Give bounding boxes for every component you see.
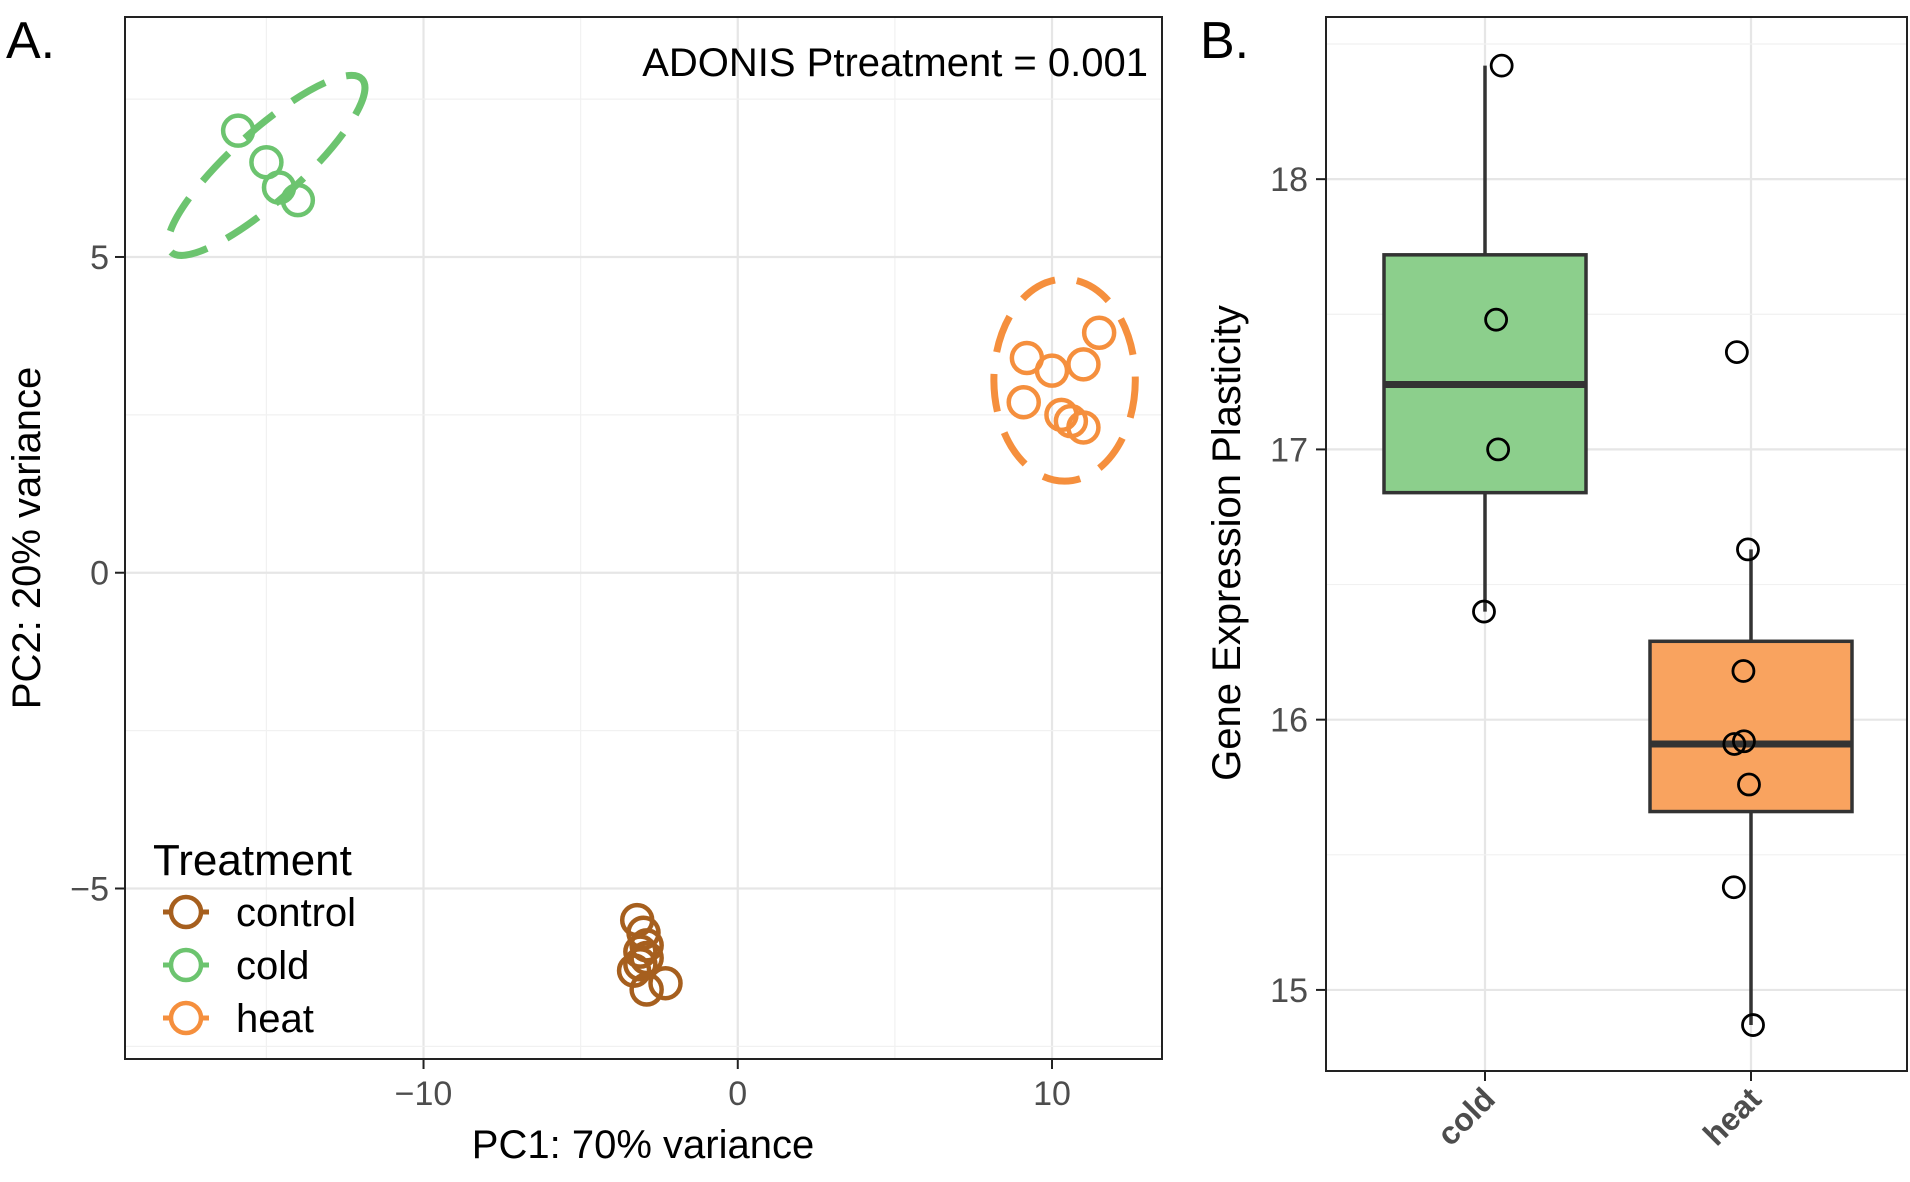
pca-y-axis-label: PC2: 20% variance	[5, 367, 49, 709]
legend-label-control: control	[236, 891, 356, 935]
point-heat	[1722, 732, 1747, 756]
point-cold	[1484, 307, 1509, 332]
pca-ellipses	[164, 71, 1139, 485]
pca-x-axis-label: PC1: 70% variance	[472, 1123, 814, 1167]
x-tick-label: 0	[728, 1075, 747, 1113]
y-tick-label: 0	[90, 555, 109, 593]
point-heat	[1081, 315, 1117, 351]
legend-title: Treatment	[153, 836, 352, 885]
point-heat	[1721, 875, 1746, 900]
point-heat	[1736, 537, 1760, 562]
point-heat	[1732, 729, 1756, 754]
pca-annotation: ADONIS Ptreatment = 0.001	[642, 41, 1148, 85]
pca-ticks: −10 0 10 −5 0 5	[70, 239, 1071, 1113]
legend-key-heat	[168, 1000, 204, 1036]
point-heat	[1006, 384, 1041, 420]
pca-gridlines	[125, 17, 1162, 1059]
ellipse-heat	[990, 275, 1139, 485]
boxplot-plot-border	[1325, 16, 1908, 1072]
point-heat	[1066, 410, 1101, 445]
y-tick-label: −5	[70, 870, 109, 908]
legend-label-cold: cold	[236, 944, 309, 988]
y-tick-label: 17	[1270, 431, 1308, 469]
x-tick-label: 10	[1033, 1075, 1071, 1113]
point-heat	[1066, 347, 1101, 382]
point-heat	[1034, 353, 1070, 388]
point-cold	[1472, 599, 1496, 624]
y-tick-label: 18	[1270, 161, 1308, 199]
y-tick-label: 16	[1270, 702, 1308, 740]
panel-label-b: B.	[1200, 12, 1249, 70]
point-control	[623, 934, 658, 969]
ellipse-cold	[164, 71, 369, 259]
legend-key-cold	[168, 947, 204, 983]
pca-legend: Treatment control cold heat	[153, 836, 356, 1041]
pca-points	[220, 113, 1117, 1007]
point-cold	[280, 182, 316, 218]
point-cold	[1486, 437, 1511, 462]
point-heat	[1724, 340, 1749, 365]
boxplot-boxes	[1382, 65, 1854, 1026]
y-tick-label: 15	[1270, 972, 1308, 1010]
boxplot-y-axis-label: Gene Expression Plasticity	[1205, 305, 1249, 781]
pca-panel: A. −10 0 10−505 ADONIS Ptreatment = 0.001 …	[5, 12, 1163, 1167]
point-cold	[1489, 53, 1514, 78]
point-control	[629, 972, 664, 1007]
x-tick-label: −10	[395, 1075, 453, 1113]
x-tick-label-heat: heat	[1696, 1080, 1768, 1152]
panel-label-a: A.	[6, 12, 55, 70]
point-heat	[1731, 659, 1756, 683]
boxplot-points	[1472, 53, 1765, 1037]
legend-key-control	[168, 894, 204, 930]
point-cold	[220, 113, 256, 148]
point-control	[623, 947, 658, 982]
point-control	[648, 965, 683, 1001]
x-tick-label-cold: cold	[1430, 1080, 1502, 1152]
box-cold	[1382, 253, 1588, 495]
y-tick-label: 5	[90, 239, 109, 277]
boxplot-panel: B. 15 16 17 18 cold heat Gene Expression Plas…	[1200, 12, 1908, 1152]
boxplot-gridlines	[1326, 17, 1907, 1071]
point-heat	[1737, 772, 1761, 797]
box-heat	[1648, 639, 1854, 814]
point-heat	[1741, 1013, 1765, 1037]
legend-label-heat: heat	[236, 997, 314, 1041]
pca-plot-border	[124, 16, 1163, 1060]
